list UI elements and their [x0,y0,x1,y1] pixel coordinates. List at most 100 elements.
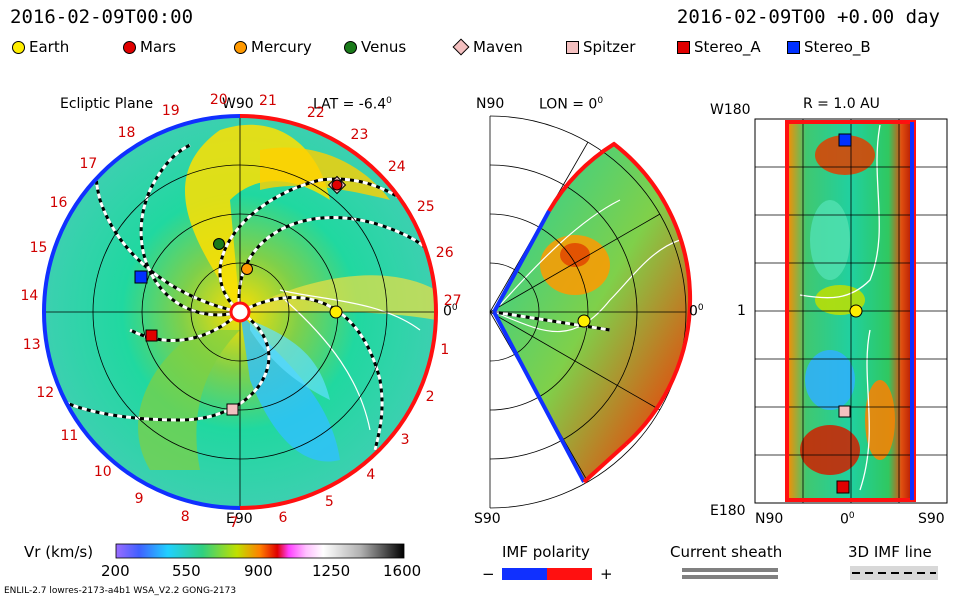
colorbar-label: Vr (km/s) [24,543,94,561]
radial-x-left-label: N90 [755,511,784,527]
sun-icon [229,301,251,323]
carrington-label: 13 [22,337,41,354]
mars-marker-icon [123,40,136,54]
right-value: 0 [689,303,698,320]
earth-marker [329,305,343,319]
carrington-label: 16 [49,194,68,211]
legend-label: Stereo_A [694,38,761,56]
legend-label: Mars [140,38,177,56]
carrington-label: 15 [29,239,48,256]
ecliptic-title: Ecliptic Plane [60,96,154,112]
meridional-grid [489,115,687,509]
time-offset-label: 2016-02-09T00 +0.00 day [676,6,940,28]
mercury-marker [241,263,253,275]
meridional-edge-lower [492,311,586,483]
legend-maven: Maven [452,38,523,56]
model-footer: ENLIL-2.7 lowres-2173-a4b1 WSA_V2.2 GONG… [4,586,237,596]
ecliptic-top-label: W90 [222,96,254,112]
meridional-background [494,144,691,482]
venus-marker [213,238,225,250]
spitzer-marker [226,403,239,416]
earth-marker-icon [12,40,25,54]
carrington-label: 2 [425,389,435,406]
ecliptic-bottom-label: E90 [226,511,253,527]
legend-mercury: Mercury [234,38,312,56]
spitzer-marker-icon [566,40,579,54]
spitzer-radial-marker [838,405,851,418]
colorbar-tick: 200 [101,562,130,580]
radial-x-right-label: S90 [918,511,945,527]
carrington-label: 5 [324,493,334,510]
carrington-label: 27 [443,293,462,310]
right-value: 0 [443,303,452,320]
carrington-label: 21 [259,92,277,109]
radial-panel [754,118,948,504]
radial-top-label: W180 [710,102,751,118]
radial-x-mid-label: 00 [840,511,855,528]
carrington-label: 19 [161,102,180,119]
imf-polarity-minus: − [482,565,495,583]
legend-label: Mercury [251,38,312,56]
carrington-label: 7 [229,514,239,531]
legend-label: Venus [361,38,407,56]
carrington-label: 18 [117,124,136,141]
legend-mars: Mars [123,38,176,56]
current-sheath-swatch [682,568,778,579]
carrington-label: 6 [278,509,288,526]
imf-line-title: 3D IMF line [848,543,932,561]
ecliptic-plane-panel [42,114,438,510]
radial-bottom-label: E180 [710,503,746,519]
meridional-lon-label: LON = 00 [539,96,603,113]
colorbar [115,543,405,559]
stereo-a-radial-marker [836,480,850,494]
stereo-b-radial-marker [838,133,852,147]
x-mid-value: 0 [840,511,849,528]
legend-label: Spitzer [583,38,636,56]
carrington-label: 17 [79,155,98,172]
carrington-label: 26 [435,244,454,261]
legend-label: Maven [473,38,523,56]
meridional-right-label: 00 [689,303,704,320]
colorbar-tick: 1250 [312,562,351,580]
carrington-label: 9 [134,491,144,508]
ecliptic-border-red [239,114,438,510]
carrington-label: 12 [36,384,55,401]
carrington-label: 23 [350,127,369,144]
degree-mark: 0 [451,303,458,313]
stereo-b-marker [134,270,148,284]
carrington-label: 25 [416,199,435,216]
carrington-label: 14 [20,288,39,305]
meridional-edge-bottom [582,442,628,484]
lon-value: LON = 0 [539,96,598,113]
carrington-label: 22 [306,104,325,121]
legend-label: Stereo_B [804,38,871,56]
legend-spitzer: Spitzer [566,38,635,56]
degree-mark: 0 [597,96,604,106]
radial-distance-label: R = 1.0 AU [803,96,880,112]
earth-radial-marker [849,304,863,318]
carrington-label: 4 [366,466,376,483]
ecliptic-lat-label: LAT = -6.40 [313,96,392,113]
venus-marker-icon [344,40,357,54]
ecliptic-border-blue [42,114,241,510]
carrington-label: 20 [209,92,228,109]
meridional-bottom-label: S90 [474,511,501,527]
carrington-label: 10 [93,463,112,480]
ecliptic-right-label: 00 [443,303,458,320]
carrington-label: 11 [60,427,79,444]
legend-earth: Earth [12,38,69,56]
lat-value: LAT = -6.4 [313,96,387,113]
colorbar-tick: 900 [244,562,273,580]
stereo-a-marker [145,329,158,342]
mercury-marker-icon [234,40,247,54]
carrington-label: 24 [387,159,406,176]
degree-mark: 0 [848,511,855,521]
imf-polarity-title: IMF polarity [502,543,590,561]
meridional-top-label: N90 [476,96,505,112]
legend-stereo-b: Stereo_B [787,38,871,56]
carrington-label: 8 [180,508,190,525]
legend-label: Earth [29,38,70,56]
stereo-a-marker-icon [677,40,690,54]
degree-mark: 0 [386,96,392,106]
